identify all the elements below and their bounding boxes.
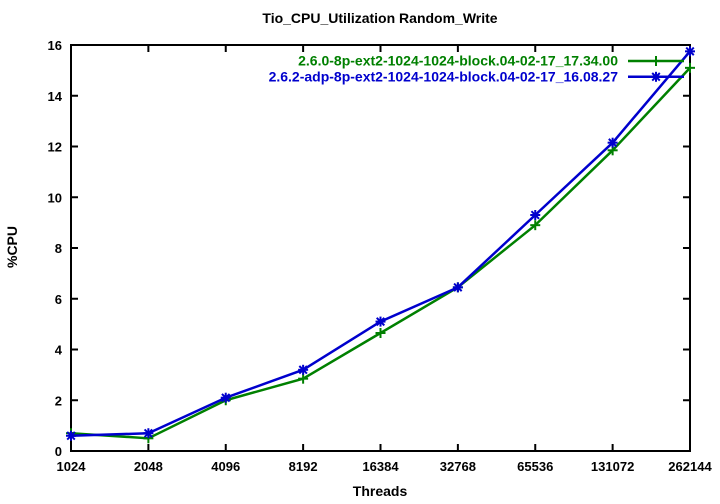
x-tick-label: 65536 — [517, 459, 553, 474]
series-line-0 — [70, 66, 691, 440]
y-tick-label: 12 — [48, 140, 62, 155]
x-tick-label: 131072 — [591, 459, 634, 474]
x-tick-label: 8192 — [289, 459, 318, 474]
series-marker-1 — [608, 138, 618, 148]
y-tick-label: 6 — [55, 292, 62, 307]
y-tick-label: 8 — [55, 241, 62, 256]
y-tick-label: 14 — [48, 89, 63, 104]
series-marker-1 — [143, 428, 153, 438]
series-line-1 — [70, 50, 691, 438]
series-marker-1 — [530, 210, 540, 220]
y-tick-label: 16 — [48, 38, 62, 53]
x-axis-label: Threads — [353, 483, 408, 499]
y-tick-label: 4 — [55, 343, 63, 358]
x-tick-label: 262144 — [668, 459, 712, 474]
series-marker-1 — [685, 46, 695, 56]
x-tick-label: 4096 — [211, 459, 240, 474]
y-tick-label: 2 — [55, 393, 62, 408]
series-marker-1 — [453, 282, 463, 292]
series-marker-1 — [66, 431, 76, 441]
legend-entry-label: 2.6.0-8p-ext2-1024-1024-block.04-02-17_1… — [298, 53, 618, 69]
x-tick-label: 32768 — [440, 459, 476, 474]
plot-area: 0 2 4 6 8 10 12 14 16 1024 2048 4096 8192 16384 32768 6… — [48, 38, 713, 474]
series-marker-1 — [221, 393, 231, 403]
legend-sample-marker — [651, 72, 661, 82]
legend-entry-label: 2.6.2-adp-8p-ext2-1024-1024-block.04-02-… — [269, 68, 619, 84]
y-tick-label: 0 — [55, 444, 62, 459]
series-marker-1 — [375, 317, 386, 327]
x-tick-label: 1024 — [57, 459, 87, 474]
y-tick-label: 10 — [48, 190, 62, 205]
plot-border — [70, 44, 691, 452]
x-tick-label: 16384 — [362, 459, 399, 474]
x-tick-label: 2048 — [134, 459, 163, 474]
y-axis-label: %CPU — [4, 226, 20, 268]
series-marker-1 — [298, 365, 308, 375]
chart-title: Tio_CPU_Utilization Random_Write — [262, 10, 497, 26]
